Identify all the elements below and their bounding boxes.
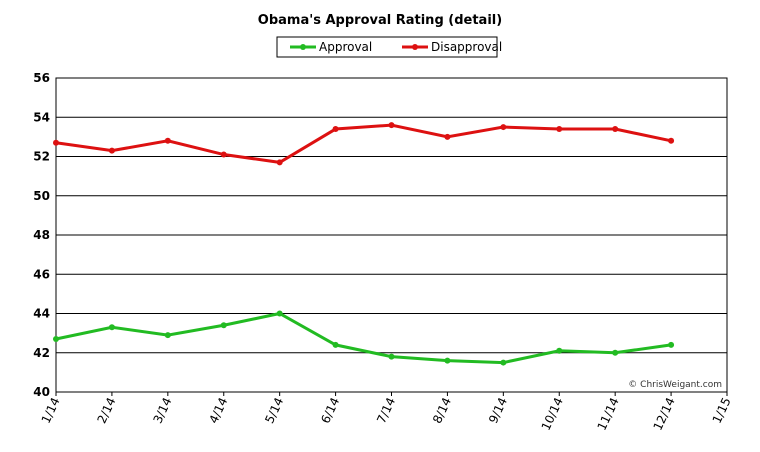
data-point <box>108 147 115 154</box>
chart-title: Obama's Approval Rating (detail) <box>258 13 502 28</box>
x-tick-label: 9/14 <box>486 395 510 425</box>
x-tick-label: 3/14 <box>150 395 174 425</box>
data-point <box>220 322 227 329</box>
x-tick-label: 12/14 <box>650 395 677 432</box>
x-tick-label: 6/14 <box>318 395 342 425</box>
data-point <box>612 349 619 356</box>
annotation: © ChrisWeigant.com <box>628 380 722 390</box>
x-tick-label: 1/14 <box>39 395 63 425</box>
data-point <box>276 310 283 317</box>
y-tick-label: 50 <box>33 189 50 203</box>
y-tick-label: 46 <box>33 267 50 281</box>
y-tick-label: 44 <box>33 307 50 321</box>
y-tick-label: 42 <box>33 346 50 360</box>
legend-label: Disapproval <box>431 40 502 54</box>
series-line <box>55 311 672 365</box>
legend-marker <box>412 44 418 50</box>
y-tick-label: 40 <box>33 385 50 399</box>
data-point <box>164 137 171 144</box>
legend-box <box>276 36 498 58</box>
x-tick-label: 4/14 <box>206 395 230 425</box>
data-point <box>276 159 283 166</box>
y-tick-label: 56 <box>33 71 50 85</box>
data-point <box>668 137 675 144</box>
data-point <box>53 139 59 146</box>
data-point <box>332 341 339 348</box>
y-tick-label: 48 <box>33 228 50 242</box>
data-point <box>444 133 451 140</box>
x-tick-label: 7/14 <box>374 395 398 425</box>
series-line <box>55 123 672 164</box>
legend-label: Approval <box>319 40 372 54</box>
x-tick-label: 8/14 <box>430 395 454 425</box>
data-point <box>556 126 563 133</box>
x-tick-label: 10/14 <box>539 395 566 432</box>
data-point <box>388 353 395 360</box>
x-tick-label: 2/14 <box>95 395 119 425</box>
x-tick-label: 1/15 <box>710 395 734 425</box>
data-point <box>500 124 507 131</box>
y-tick-label: 54 <box>33 110 50 124</box>
data-point <box>220 151 227 158</box>
legend-marker <box>300 44 306 50</box>
data-point <box>500 359 507 366</box>
data-point <box>164 332 171 339</box>
x-tick-label: 11/14 <box>595 395 622 432</box>
data-point <box>53 336 59 343</box>
data-point <box>108 324 115 331</box>
x-tick-label: 5/14 <box>262 395 286 425</box>
data-point <box>668 341 675 348</box>
data-point <box>388 122 395 129</box>
data-point <box>332 126 339 133</box>
y-tick-label: 52 <box>33 150 50 164</box>
data-point <box>444 357 451 364</box>
data-point <box>612 126 619 133</box>
data-point <box>556 347 563 354</box>
